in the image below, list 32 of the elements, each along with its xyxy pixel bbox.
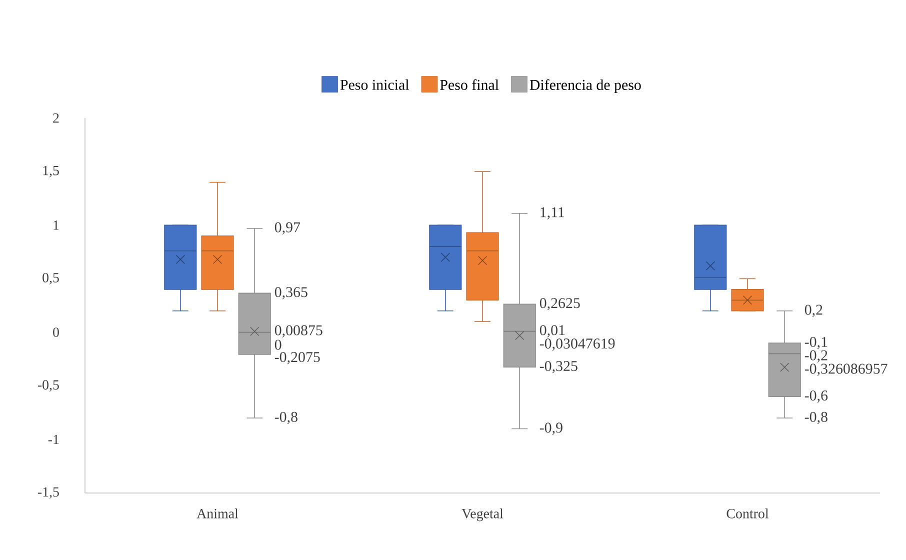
- annotation: 0,365: [274, 287, 308, 300]
- x-tick-label: Control: [726, 508, 769, 518]
- annotation: -0,03047619: [540, 338, 615, 351]
- annotation: -0,325: [540, 360, 578, 374]
- y-tick-label: -1: [48, 434, 59, 444]
- y-tick-label: -1,5: [38, 487, 59, 499]
- y-tick-label: 2: [53, 113, 59, 123]
- legend-label: Diferencia de peso: [530, 79, 641, 94]
- annotation: 0,2: [804, 304, 822, 317]
- legend-label: Peso inicial: [340, 79, 409, 90]
- annotation: -0,8: [274, 412, 298, 424]
- annotation: -0,6: [804, 390, 828, 403]
- annotation: 0: [274, 340, 282, 350]
- x-tick-label: Vegetal: [462, 508, 504, 522]
- annotation: 0,2625: [540, 298, 580, 310]
- annotation: -0,2075: [274, 352, 320, 364]
- y-tick-label: 1,5: [43, 166, 59, 178]
- annotation: -0,2: [804, 350, 828, 363]
- annotation: -0,326086957: [804, 364, 888, 376]
- y-tick-label: 1: [54, 220, 59, 230]
- annotation: 0,97: [274, 222, 300, 234]
- annotation: 1,11: [540, 207, 564, 220]
- annotation: 0,00875: [274, 325, 322, 338]
- annotation: -0,8: [804, 412, 828, 424]
- y-tick-label: 0: [53, 328, 59, 337]
- x-tick-label: Animal: [196, 508, 238, 518]
- annotation: -0,9: [540, 422, 562, 435]
- y-tick-label: 0,5: [42, 272, 59, 284]
- legend-label: Peso final: [440, 79, 499, 90]
- annotation: 0,01: [540, 325, 565, 338]
- y-tick-label: -0,5: [38, 380, 59, 392]
- annotation: -0,1: [804, 336, 828, 350]
